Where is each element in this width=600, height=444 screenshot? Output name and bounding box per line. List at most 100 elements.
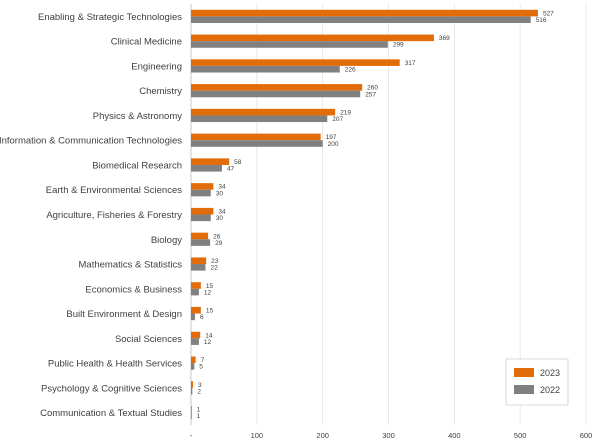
data-label-2022-7: 47 (227, 166, 235, 173)
data-label-2022-6: 200 (328, 141, 339, 148)
data-label-2023-9: 34 (218, 209, 226, 216)
data-label-2023-14: 14 (205, 332, 213, 339)
bar-2022-9 (191, 214, 211, 222)
legend-swatch-2022 (514, 385, 534, 394)
data-label-2022-17: 1 (197, 413, 201, 420)
gridlines (190, 4, 587, 425)
bar-2022-8 (191, 189, 211, 197)
bar-2022-5 (191, 115, 328, 123)
bar-2023-9 (191, 207, 214, 215)
data-label-2022-4: 257 (365, 91, 376, 98)
data-label-2023-3: 317 (405, 60, 416, 67)
category-label: Earth & Environmental Sciences (46, 185, 182, 196)
legend: 2023 2022 (505, 358, 569, 406)
bar-2022-11 (191, 264, 206, 271)
data-label-2023-12: 15 (206, 283, 214, 290)
category-label: Physics & Astronomy (93, 111, 182, 122)
data-label-2022-10: 29 (215, 240, 223, 247)
data-label-2023-16: 3 (198, 382, 202, 389)
data-label-2023-4: 260 (367, 85, 378, 92)
bar-2023-6 (191, 133, 321, 141)
x-tick-label: 600 (580, 431, 593, 440)
bar-2022-2 (191, 41, 388, 48)
category-label: Biomedical Research (92, 160, 182, 171)
data-label-2022-14: 12 (204, 339, 212, 346)
category-label: Enabling & Strategic Technologies (38, 12, 182, 23)
bar-2022-15 (191, 363, 195, 370)
data-label-2022-11: 22 (210, 265, 218, 272)
bar-2023-12 (191, 282, 201, 289)
x-tick-label: - (190, 431, 193, 440)
x-tick-label: 300 (382, 431, 395, 440)
legend-label-2023: 2023 (540, 368, 560, 378)
bar-2023-14 (191, 331, 201, 339)
x-tick-label: 100 (251, 431, 264, 440)
data-label-2023-8: 34 (218, 184, 226, 191)
data-label-2022-16: 2 (197, 388, 201, 395)
category-label: Chemistry (139, 86, 182, 97)
bars (191, 9, 538, 420)
bar-2023-11 (191, 257, 207, 265)
bar-2023-4 (191, 84, 363, 91)
data-label-2023-5: 219 (340, 109, 351, 116)
x-tick-label: 200 (316, 431, 329, 440)
data-label-2023-6: 197 (326, 134, 337, 141)
category-label: Agriculture, Fisheries & Forestry (46, 210, 182, 221)
bar-2023-17 (191, 406, 192, 413)
bar-2023-5 (191, 108, 336, 116)
bar-2023-3 (191, 59, 400, 66)
category-label: Public Health & Health Services (48, 359, 182, 370)
x-tick-label: 500 (514, 431, 527, 440)
bar-2022-10 (191, 239, 211, 246)
category-label: Psychology & Cognitive Sciences (41, 383, 182, 394)
data-labels: 5275163692993172262602572192071972005847… (197, 10, 555, 420)
data-label-2022-5: 207 (332, 116, 343, 123)
category-label: Information & Communication Technologies (0, 136, 182, 147)
bar-2023-15 (191, 356, 196, 364)
bar-2023-8 (191, 183, 214, 190)
bar-2022-14 (191, 338, 199, 345)
data-label-2022-1: 516 (536, 17, 547, 24)
category-label: Biology (151, 235, 182, 246)
data-label-2023-10: 26 (213, 233, 221, 240)
data-label-2023-15: 7 (201, 357, 205, 364)
category-label: Clinical Medicine (111, 37, 182, 48)
data-label-2023-13: 15 (206, 308, 214, 315)
data-label-2022-2: 299 (393, 42, 404, 49)
data-label-2022-12: 12 (204, 289, 212, 296)
x-axis-ticks: - 100 200 300 400 500 600 (190, 431, 593, 440)
bar-2023-7 (191, 158, 230, 165)
data-label-2022-9: 30 (216, 215, 224, 222)
bar-2022-1 (191, 16, 531, 23)
legend-label-2022: 2022 (540, 385, 560, 395)
data-label-2023-11: 23 (211, 258, 219, 265)
bar-2023-2 (191, 34, 434, 42)
data-label-2022-8: 30 (216, 190, 224, 197)
category-labels: Enabling & Strategic Technologies Clinica… (0, 12, 182, 419)
data-label-2023-1: 527 (543, 10, 554, 17)
category-label: Social Sciences (115, 334, 182, 345)
legend-swatch-2023 (514, 368, 534, 377)
legend-box (505, 358, 569, 406)
category-label: Mathematics & Statistics (79, 260, 183, 271)
bar-2022-7 (191, 164, 222, 172)
bar-2022-13 (191, 313, 195, 321)
bar-2022-17 (191, 412, 192, 420)
category-label: Engineering (131, 61, 182, 72)
bar-2023-16 (191, 381, 193, 388)
bar-2022-4 (191, 90, 361, 98)
x-tick-label: 400 (448, 431, 461, 440)
category-label: Economics & Business (85, 284, 182, 295)
bar-2023-1 (191, 9, 538, 17)
bar-2022-6 (191, 140, 323, 147)
bar-2022-12 (191, 288, 199, 296)
bar-2023-13 (191, 306, 201, 314)
data-label-2023-7: 58 (234, 159, 242, 166)
category-label: Built Environment & Design (66, 309, 182, 320)
data-label-2022-13: 6 (200, 314, 204, 321)
bar-2022-16 (191, 387, 193, 395)
category-label: Communication & Textual Studies (40, 408, 182, 419)
bar-2023-10 (191, 232, 209, 240)
data-label-2022-15: 5 (199, 364, 203, 371)
